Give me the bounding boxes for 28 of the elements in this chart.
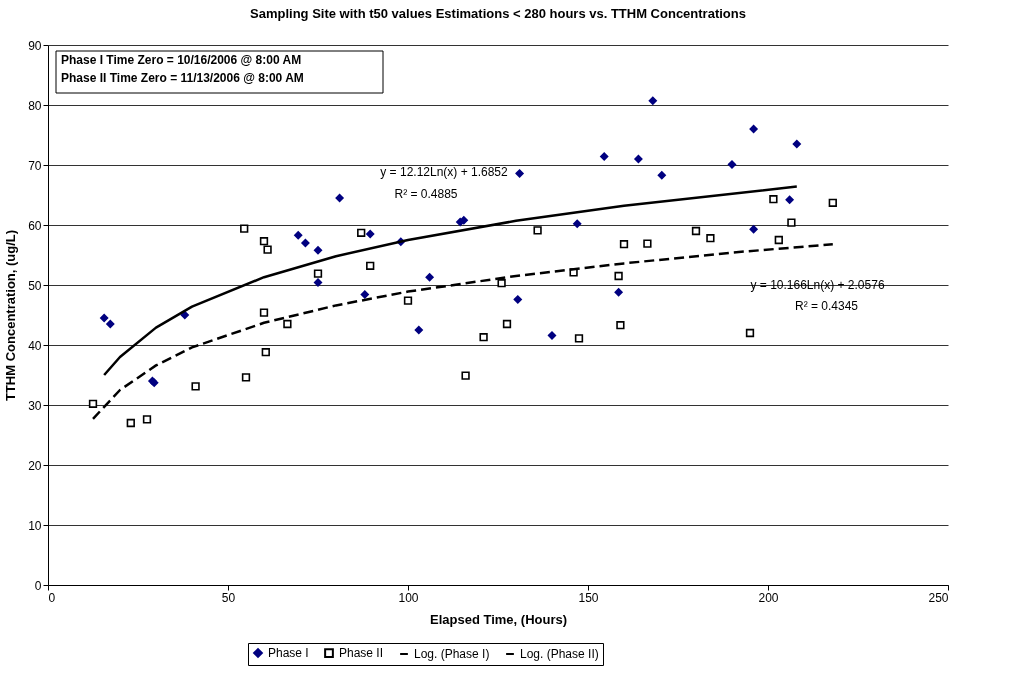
annotation: R² = 0.4345 [794, 298, 859, 313]
legend-label: Phase I [268, 646, 309, 661]
annotation: Phase I Time Zero = 10/16/2006 @ 8:00 AM [61, 53, 302, 67]
y-tick-label: 20 [28, 458, 42, 473]
y-tick-label: 60 [28, 218, 42, 233]
y-tick-label: 90 [28, 38, 42, 53]
x-tick-label: 50 [221, 590, 236, 605]
annotation: R² = 0.4885 [394, 186, 458, 201]
legend-label: Log. (Phase I) [414, 647, 490, 661]
x-tick-label: 150 [578, 590, 599, 605]
y-tick-label: 0 [34, 578, 42, 593]
x-tick-label: 200 [758, 590, 779, 605]
y-tick-label: 30 [28, 398, 42, 413]
annotation: y = 12.12Ln(x) + 1.6852 [380, 164, 509, 179]
legend-label: Phase II [339, 646, 384, 661]
x-axis-title: Elapsed Time, (Hours) [429, 611, 568, 627]
annotation: Phase II Time Zero = 11/13/2006 @ 8:00 AM [61, 71, 304, 85]
y-tick-label: 80 [28, 98, 42, 113]
legend-label: Log. (Phase II) [520, 647, 599, 661]
y-tick-label: 50 [28, 278, 42, 293]
x-tick-label: 100 [398, 590, 419, 605]
y-axis-title: TTHM Concentration, (ug/L) [3, 229, 19, 402]
x-tick-label: 0 [48, 590, 56, 605]
y-tick-label: 40 [28, 338, 42, 353]
chart-title: Sampling Site with t50 values Estimations < 280 hours vs. TTHM Concentrations [250, 6, 746, 21]
x-tick-label: 250 [928, 590, 949, 605]
y-tick-label: 10 [28, 518, 42, 533]
y-tick-label: 70 [28, 158, 42, 173]
